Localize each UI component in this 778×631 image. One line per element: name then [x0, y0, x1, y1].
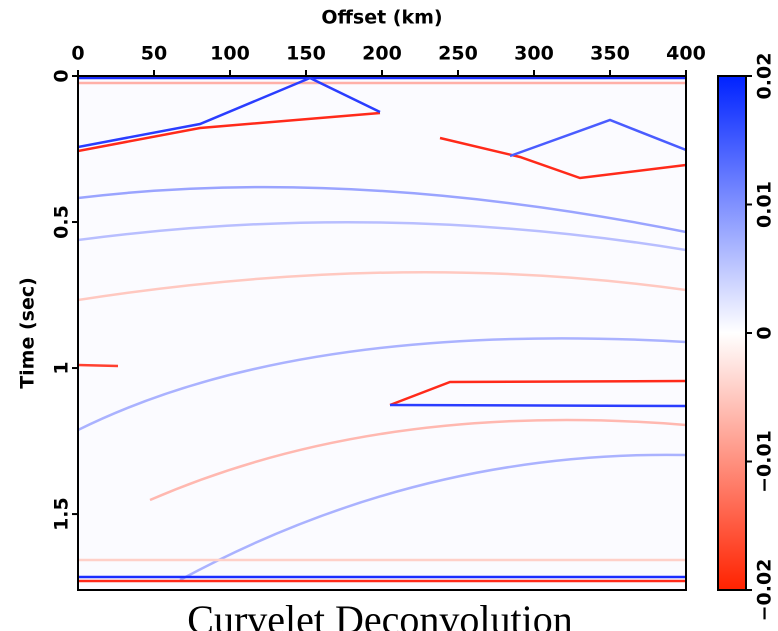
colorbar-tick-label: 0.01 [754, 181, 776, 228]
x-tick-label: 300 [514, 43, 554, 65]
y-tick-label: 1 [51, 361, 73, 374]
y-tick-label: 0 [51, 69, 73, 82]
colorbar-tick-label: −0.01 [754, 430, 776, 493]
colorbar-tick-label: 0 [754, 326, 776, 339]
colorbar-tick-label: 0.02 [754, 53, 776, 100]
x-tick-label: 400 [666, 43, 706, 65]
x-tick-label: 0 [71, 43, 84, 65]
seismic-image [78, 76, 686, 590]
x-tick-label: 100 [210, 43, 250, 65]
y-axis-label: Time (sec) [17, 277, 39, 389]
x-tick-label: 150 [286, 43, 326, 65]
colorbar [717, 75, 747, 591]
x-tick-label: 50 [141, 43, 167, 65]
x-axis-label: Offset (km) [321, 7, 442, 29]
x-tick-label: 350 [590, 43, 630, 65]
chart-title: Curvelet Deconvolution [187, 597, 572, 631]
x-tick-label: 250 [438, 43, 478, 65]
colorbar-tick-label: −0.02 [754, 559, 776, 622]
x-tick-label: 200 [362, 43, 402, 65]
y-tick-label: 1.5 [51, 497, 73, 531]
y-tick-label: 0.5 [51, 205, 73, 239]
